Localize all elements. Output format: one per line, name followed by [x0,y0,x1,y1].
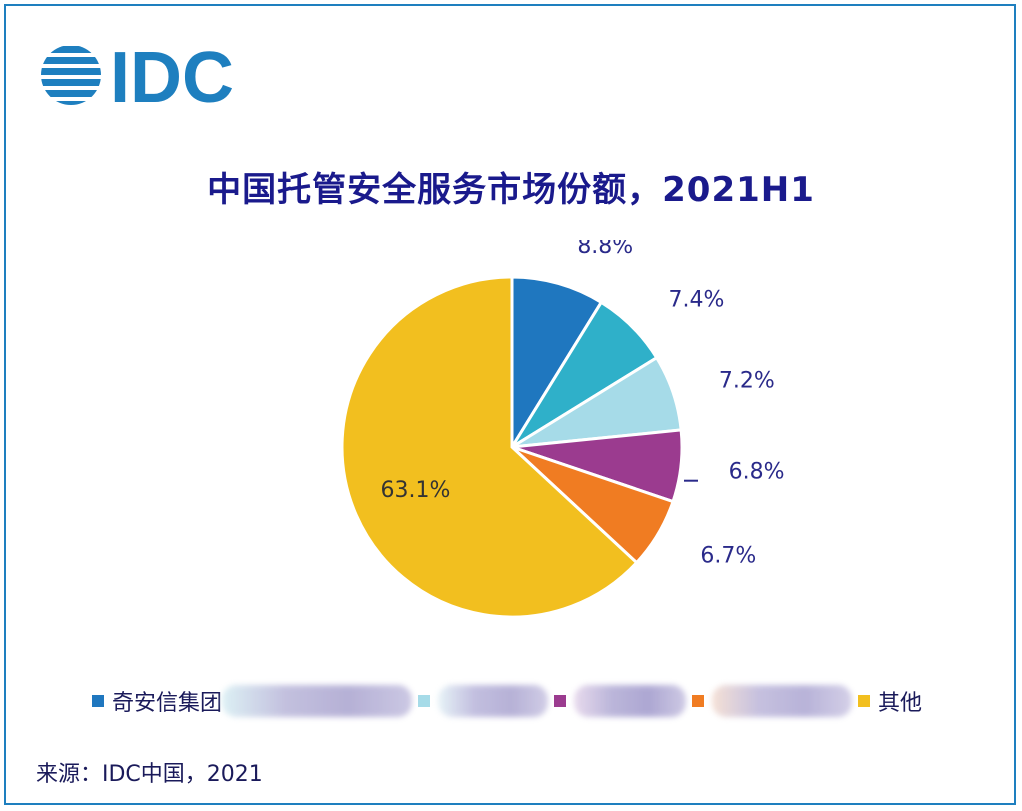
legend-swatch [692,695,705,707]
pie-slice [510,275,604,453]
legend-label: 奇安信集团 [112,691,223,716]
legend-item: 奇安信集团 [92,685,413,717]
legend-swatch [858,695,871,707]
redacted-label [222,685,413,717]
legend-item: 其他 [858,685,922,717]
redacted-label [712,685,853,717]
data-label: 6.7% [700,543,756,568]
legend-swatch [554,695,567,707]
legend: 奇安信集团 其他 [92,684,928,718]
idc-logo: IDC [41,42,234,108]
data-label: 7.4% [668,288,724,313]
source-note: 来源：IDC中国，2021 [36,762,263,787]
redacted-label [438,685,549,717]
pie-slice [340,275,639,619]
redacted-label [574,685,687,717]
data-label: 6.8% [729,460,785,485]
legend-label: 其他 [878,691,923,716]
legend-item [692,685,853,717]
legend-swatch [418,695,431,707]
globe-icon [41,46,101,105]
chart-title: 中国托管安全服务市场份额，2021H1 [207,170,815,210]
legend-swatch [92,695,104,707]
legend-item [554,685,687,717]
data-label: 63.1% [380,478,450,503]
logo-text: IDC [110,42,234,108]
pie-chart: 8.8% 7.4% 7.2% 6.8% 6.7% 63.1% [340,240,785,619]
legend-item [418,685,549,717]
data-label: 7.2% [719,369,775,394]
data-label: 8.8% [577,240,633,259]
